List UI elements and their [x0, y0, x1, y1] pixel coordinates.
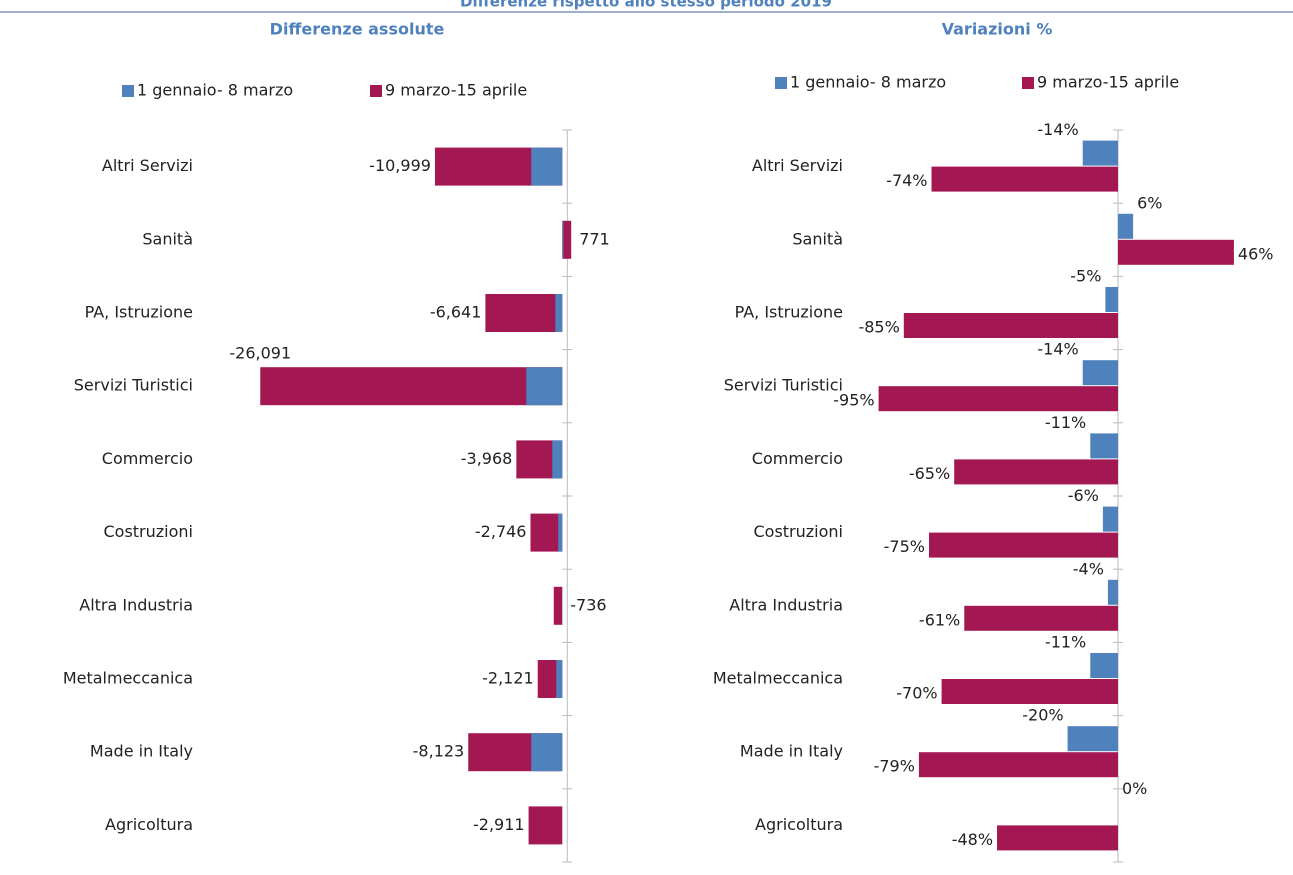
value-label: -20% [1022, 706, 1063, 725]
value-label: 0% [1122, 779, 1147, 798]
bar [552, 440, 563, 479]
category-label: Agricoltura [755, 815, 843, 834]
value-label: -2,911 [473, 815, 525, 834]
value-label: -74% [886, 171, 927, 190]
legend-label: 1 gennaio- 8 marzo [790, 73, 946, 92]
bar [1082, 140, 1118, 166]
value-label: -14% [1037, 340, 1078, 359]
bar [997, 825, 1118, 851]
bar [558, 513, 563, 552]
legend-swatch [1022, 77, 1034, 89]
bar [530, 513, 563, 552]
category-label: Metalmeccanica [713, 669, 843, 688]
category-label: Commercio [102, 449, 193, 468]
value-label: -736 [570, 595, 606, 614]
value-label: -5% [1070, 267, 1101, 286]
value-label: -4% [1073, 559, 1104, 578]
bar [1118, 239, 1234, 265]
category-label: Made in Italy [90, 742, 193, 761]
value-label: -65% [909, 464, 950, 483]
bar [556, 660, 563, 698]
bar [260, 367, 563, 406]
value-label: -6,641 [430, 303, 482, 322]
legend-swatch [775, 77, 787, 89]
legend-swatch [122, 85, 134, 97]
value-label: -70% [896, 684, 937, 703]
category-label: Metalmeccanica [63, 669, 193, 688]
bar [918, 752, 1118, 778]
value-label: -14% [1037, 120, 1078, 139]
legend-label: 9 marzo-15 aprile [385, 81, 527, 100]
legend-label: 1 gennaio- 8 marzo [137, 81, 293, 100]
category-label: PA, Istruzione [85, 303, 193, 322]
category-label: Commercio [752, 449, 843, 468]
category-label: Made in Italy [740, 742, 843, 761]
bar [562, 220, 572, 259]
value-label: -85% [858, 318, 899, 337]
category-label: PA, Istruzione [735, 303, 843, 322]
bar [954, 459, 1118, 485]
category-label: Altra Industria [79, 595, 193, 614]
panel-title: Variazioni % [942, 20, 1053, 39]
panel-title: Differenze assolute [270, 20, 445, 39]
value-label: -75% [884, 537, 925, 556]
category-label: Sanità [792, 229, 843, 248]
value-label: -61% [919, 610, 960, 629]
category-label: Altra Industria [729, 595, 843, 614]
bar [528, 806, 563, 845]
bar [941, 679, 1118, 704]
value-label: 46% [1238, 244, 1274, 263]
value-label: -11% [1045, 633, 1086, 652]
value-label: 771 [579, 229, 610, 248]
bar [1102, 506, 1118, 532]
value-label: -79% [874, 757, 915, 776]
bar [526, 367, 563, 406]
value-label: -8,123 [413, 742, 465, 761]
value-label: -11% [1045, 413, 1086, 432]
bar [553, 586, 563, 625]
bar [1067, 726, 1118, 752]
bar [562, 220, 564, 259]
category-label: Sanità [142, 229, 193, 248]
value-label: -95% [833, 391, 874, 410]
value-label: -3,968 [461, 449, 513, 468]
category-label: Costruzioni [103, 522, 193, 541]
value-label: 6% [1137, 193, 1162, 212]
bar [1090, 433, 1118, 459]
value-label: -48% [952, 830, 993, 849]
category-label: Agricoltura [105, 815, 193, 834]
value-label: -2,121 [482, 669, 534, 688]
category-label: Costruzioni [753, 522, 843, 541]
legend-swatch [370, 85, 382, 97]
value-label: -6% [1068, 486, 1099, 505]
value-label: -10,999 [369, 156, 431, 175]
value-label: -2,746 [475, 522, 527, 541]
bar [1107, 579, 1118, 605]
category-label: Servizi Turistici [724, 376, 843, 395]
bar [1090, 653, 1118, 678]
bar [1118, 213, 1134, 239]
value-label: -26,091 [229, 344, 291, 363]
bar [1082, 360, 1118, 386]
category-label: Altri Servizi [102, 156, 193, 175]
bar [964, 605, 1118, 631]
bar [555, 294, 563, 332]
bar [1105, 287, 1118, 312]
bar [531, 733, 563, 772]
page-title: Differenze rispetto allo stesso periodo … [460, 0, 832, 11]
legend-label: 9 marzo-15 aprile [1037, 73, 1179, 92]
category-label: Servizi Turistici [74, 376, 193, 395]
bar [531, 147, 563, 186]
category-label: Altri Servizi [752, 156, 843, 175]
bar [931, 166, 1118, 192]
bar [485, 294, 563, 332]
bar [929, 532, 1118, 558]
bar [878, 386, 1118, 412]
bar [903, 313, 1118, 338]
